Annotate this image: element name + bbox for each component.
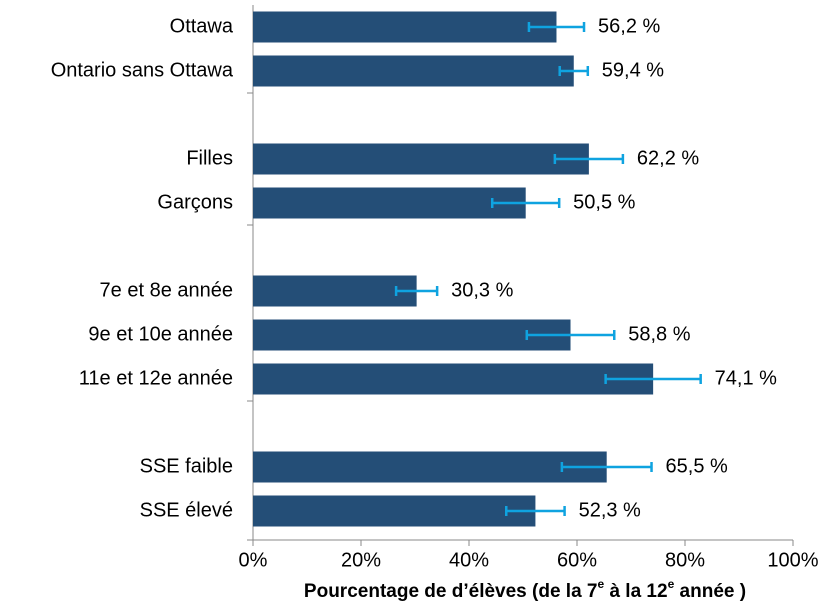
- error-bar: [525, 330, 616, 340]
- error-bar: [394, 286, 439, 296]
- value-label: 50,5 %: [573, 191, 635, 213]
- value-label: 59,4 %: [602, 59, 664, 81]
- y-tick-label: SSE élevé: [140, 499, 233, 521]
- x-axis-label-part: à la 12: [604, 581, 667, 602]
- value-label: 30,3 %: [451, 279, 513, 301]
- bar: [253, 319, 571, 351]
- y-tick-label: 11e et 12e année: [79, 367, 233, 389]
- y-tick-label: Ontario sans Ottawa: [51, 59, 234, 81]
- error-bar: [560, 462, 653, 472]
- error-bar: [490, 198, 561, 208]
- bar: [253, 11, 557, 43]
- error-bar: [558, 66, 590, 76]
- value-label: 52,3 %: [579, 499, 641, 521]
- bar: [253, 495, 536, 527]
- bar: [253, 55, 574, 87]
- x-tick-label: 0%: [239, 549, 268, 571]
- bar: [253, 187, 526, 219]
- value-label: 56,2 %: [598, 15, 660, 37]
- y-tick-label: Garçons: [157, 191, 233, 213]
- error-bar: [604, 374, 702, 384]
- x-tick-label: 60%: [557, 549, 597, 571]
- error-bar: [505, 506, 566, 516]
- x-tick-label: 80%: [665, 549, 705, 571]
- bar: [253, 143, 589, 175]
- y-tick-label: Filles: [186, 147, 233, 169]
- x-axis-label-superscript: e: [668, 577, 675, 591]
- x-axis-label-superscript: e: [598, 577, 605, 591]
- error-bar: [553, 154, 625, 164]
- x-tick-label: 100%: [767, 549, 818, 571]
- x-axis-label-part: Pourcentage de d’élèves (de la 7: [304, 581, 598, 602]
- bar: [253, 451, 607, 483]
- y-tick-label: 7e et 8e année: [100, 279, 233, 301]
- y-tick-label: Ottawa: [170, 15, 234, 37]
- value-label: 58,8 %: [628, 323, 690, 345]
- error-bar: [527, 22, 586, 32]
- bar: [253, 275, 417, 307]
- x-tick-label: 40%: [449, 549, 489, 571]
- y-tick-label: 9e et 10e année: [88, 323, 233, 345]
- x-axis-label: Pourcentage de d’élèves (de la 7e à la 1…: [304, 577, 746, 602]
- value-label: 65,5 %: [666, 455, 728, 477]
- y-tick-label: SSE faible: [140, 455, 233, 477]
- value-label: 74,1 %: [715, 367, 777, 389]
- bar: [253, 363, 654, 395]
- x-axis-label-part: année ): [674, 581, 746, 602]
- x-tick-label: 20%: [341, 549, 381, 571]
- value-label: 62,2 %: [637, 147, 699, 169]
